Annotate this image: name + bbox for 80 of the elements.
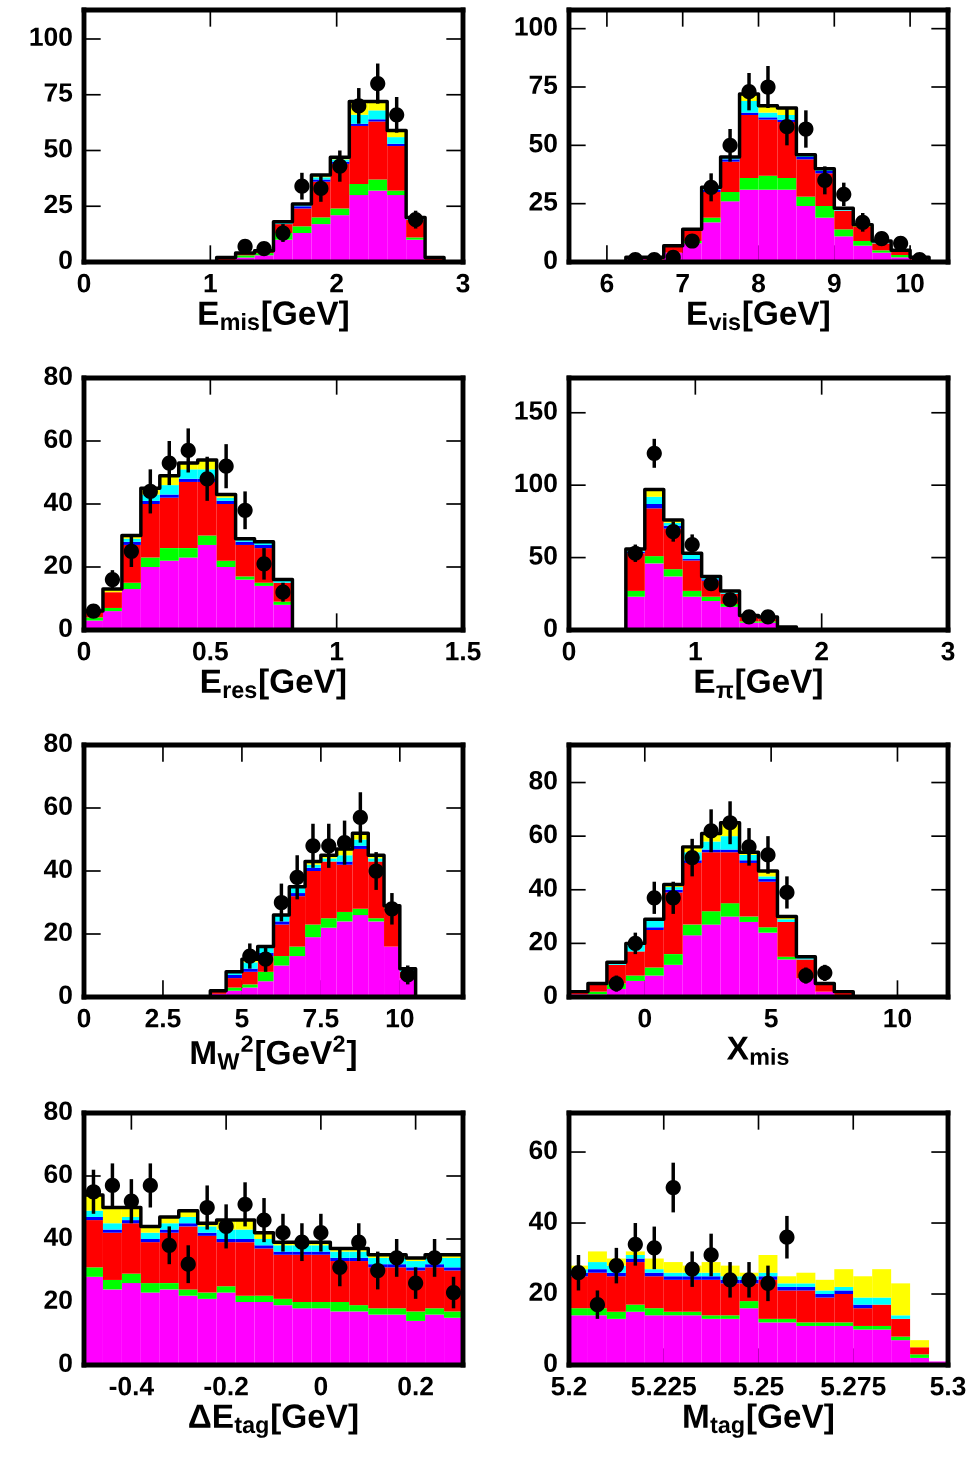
x-tick-label: 1 [330,642,344,661]
x-tick-label: 5.225 [631,1376,697,1396]
y-tick-label: 0 [544,618,557,638]
x-tick-label: 5.3 [930,1376,966,1396]
y-tick-label: 25 [529,192,558,211]
y-tick-label: 50 [529,545,557,565]
x-tick-label: 5.2 [551,1376,587,1396]
x-tick-label: 2.5 [145,1008,181,1028]
y-tick-label: 20 [44,555,72,575]
x-tick-label: 10 [897,273,924,293]
x-tick-label: 1 [689,642,702,661]
x-tick-label: 2 [330,273,343,293]
y-tick-label: 20 [44,1290,72,1310]
x-tick-label: 5 [235,1009,249,1028]
x-tick-label: 7 [676,274,689,293]
y-tick-label: 0 [544,1353,557,1373]
x-axis-title: E$_{mis}$[GeV] [199,300,348,332]
y-tick-label: 40 [528,1211,557,1231]
x-tick-label: 0.5 [193,641,228,661]
y-tick-label: 100 [515,473,557,493]
x-tick-label: 0.2 [398,1376,433,1396]
x-tick-label: 1 [204,274,217,293]
x-axis-title: ΔE$_{tag}$[GeV] [189,1403,358,1438]
y-tick-label: 50 [44,138,72,158]
y-tick-label: 80 [529,770,557,790]
x-tick-label: 0 [314,1376,328,1396]
y-tick-label: 25 [44,194,73,214]
x-tick-label: -0.2 [204,1376,248,1396]
x-axis-title: E$_{res}$[GeV] [201,668,346,700]
x-tick-label: 0 [562,641,576,661]
y-tick-label: 0 [544,250,557,270]
x-axis-title: E$_{π}$[GeV] [695,668,822,700]
x-tick-label: 6 [600,273,614,293]
y-tick-label: 60 [44,1164,72,1184]
x-tick-label: 5.275 [821,1376,886,1396]
x-tick-label: 3 [941,641,955,661]
x-tick-label: 10 [884,1008,912,1028]
x-tick-label: 9 [827,273,841,293]
x-tick-label: 0 [77,641,91,661]
y-tick-label: 60 [529,1140,557,1160]
x-tick-label: -0.4 [109,1376,154,1396]
x-tick-label: 0 [77,273,91,293]
y-tick-label: 100 [515,17,557,36]
y-tick-label: 80 [44,733,72,753]
y-tick-label: 0 [59,250,72,270]
y-tick-label: 80 [44,366,72,386]
y-tick-label: 80 [44,1101,72,1121]
y-tick-label: 0 [544,985,557,1005]
x-tick-label: 2 [815,641,828,661]
x-tick-label: 0 [77,1008,91,1028]
y-tick-label: 20 [529,1282,557,1302]
y-tick-label: 40 [43,492,72,512]
x-axis-title: M$_{W}$$^{2}$[GeV$^{2}$] [191,1035,356,1072]
x-axis-title: M$_{tag}$[GeV] [684,1403,833,1438]
x-tick-label: 0 [638,1008,652,1028]
y-tick-label: 60 [44,796,72,816]
x-tick-label: 10 [386,1008,414,1028]
y-tick-label: 50 [529,133,557,153]
y-tick-label: 20 [44,922,72,942]
x-tick-label: 5 [764,1009,778,1028]
x-axis-title: E$_{vis}$[GeV] [688,300,829,332]
y-tick-label: 40 [43,859,72,879]
y-tick-label: 75 [529,75,558,95]
x-tick-label: 8 [752,273,766,293]
x-tick-label: 5.25 [733,1376,784,1396]
y-tick-label: 0 [59,1353,72,1373]
x-tick-label: 3 [456,273,470,293]
x-axis-title: X$_{mis}$ [726,1036,789,1066]
y-tick-label: 0 [59,618,72,638]
y-tick-label: 60 [44,429,72,449]
x-tick-label: 1.5 [446,642,481,661]
x-tick-label: 7.5 [303,1009,339,1028]
y-tick-label: 60 [529,824,557,844]
y-tick-label: 0 [59,985,72,1005]
y-tick-label: 20 [529,931,557,951]
y-tick-label: 75 [44,83,73,102]
y-tick-label: 40 [528,878,557,897]
y-tick-label: 100 [30,27,72,47]
y-tick-label: 40 [43,1227,72,1247]
y-tick-label: 150 [515,401,557,420]
